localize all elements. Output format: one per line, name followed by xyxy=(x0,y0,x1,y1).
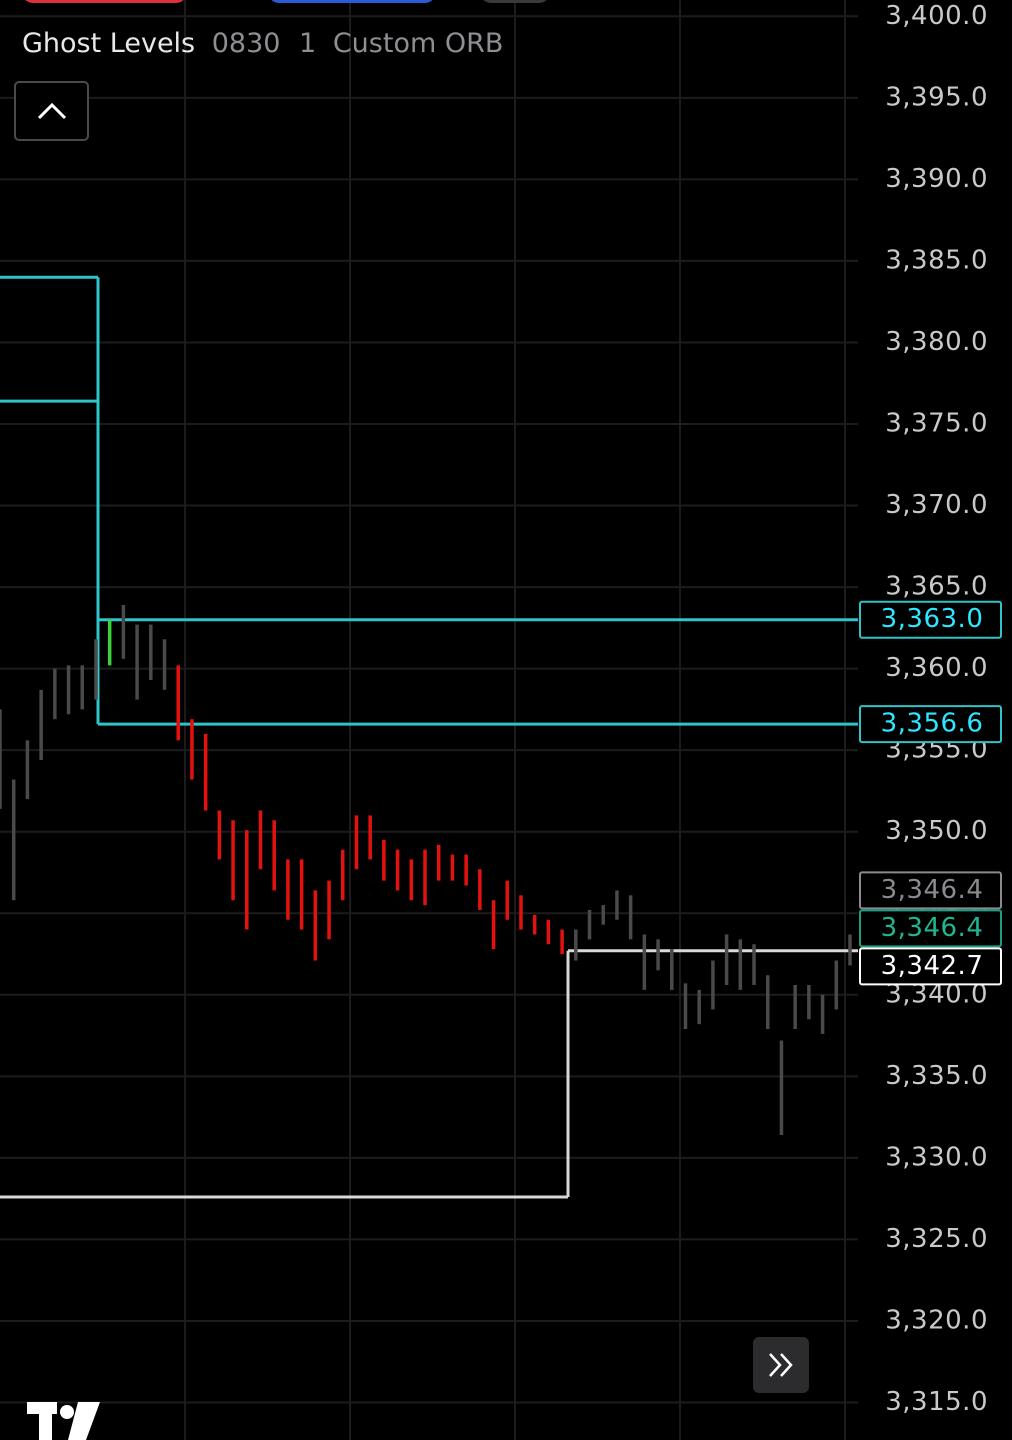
collapse-button[interactable] xyxy=(14,81,89,141)
y-tick-label: 3,350.0 xyxy=(885,816,988,846)
price-label-box xyxy=(859,947,1002,986)
y-tick-label: 3,370.0 xyxy=(885,490,988,520)
logo-part xyxy=(68,1402,100,1440)
logo-part xyxy=(39,1402,52,1440)
toolbar-pill[interactable] xyxy=(480,0,550,3)
logo xyxy=(27,1402,100,1440)
price-labels: 3,363.0 3,356.6 3,346.4 3,346.4 3,342.7 xyxy=(859,600,1002,986)
price-label: 3,346.4 xyxy=(881,875,984,905)
y-tick-label: 3,395.0 xyxy=(885,82,988,112)
y-tick-label: 3,335.0 xyxy=(885,1061,988,1091)
scroll-to-latest-button[interactable] xyxy=(753,1337,809,1393)
y-tick-label: 3,385.0 xyxy=(885,245,988,275)
chevron-up xyxy=(37,102,67,120)
price-label: 3,342.7 xyxy=(881,951,984,981)
indicator-title: Ghost Levels xyxy=(22,28,195,59)
price-label-box xyxy=(859,871,1002,910)
vertical-grid xyxy=(184,0,846,1440)
y-tick-label: 3,320.0 xyxy=(885,1305,988,1335)
y-tick-label: 3,325.0 xyxy=(885,1224,988,1254)
y-tick-label: 3,315.0 xyxy=(885,1387,988,1417)
toolbar-pill[interactable] xyxy=(268,0,436,3)
price-label: 3,356.6 xyxy=(881,709,984,739)
price-label: 3,346.4 xyxy=(881,913,984,943)
button-frame[interactable] xyxy=(14,81,89,141)
chevron-right xyxy=(780,1353,793,1377)
price-label: 3,363.0 xyxy=(881,604,984,634)
chevron-right xyxy=(769,1353,782,1377)
indicator-param: 1 xyxy=(299,28,316,59)
y-tick-label: 3,375.0 xyxy=(885,409,988,439)
y-tick-label: 3,380.0 xyxy=(885,327,988,357)
levels xyxy=(0,275,858,1199)
toolbar-pill[interactable] xyxy=(22,0,187,3)
y-tick-label: 3,360.0 xyxy=(885,653,988,683)
y-tick-label: 3,400.0 xyxy=(885,1,988,31)
y-tick-label: 3,390.0 xyxy=(885,164,988,194)
candles xyxy=(0,605,852,1136)
y-tick-label: 3,365.0 xyxy=(885,572,988,602)
price-label-box xyxy=(859,909,1002,948)
indicator-param: 0830 xyxy=(212,28,281,59)
price-label-box xyxy=(859,600,1002,639)
price-label-box xyxy=(859,705,1002,744)
logo-part xyxy=(60,1405,74,1419)
horizontal-grid xyxy=(0,15,858,1404)
indicator-param: Custom ORB xyxy=(333,28,504,59)
y-tick-label: 3,330.0 xyxy=(885,1142,988,1172)
indicator-name: Ghost Levels 0830 1 Custom ORB xyxy=(22,28,503,59)
